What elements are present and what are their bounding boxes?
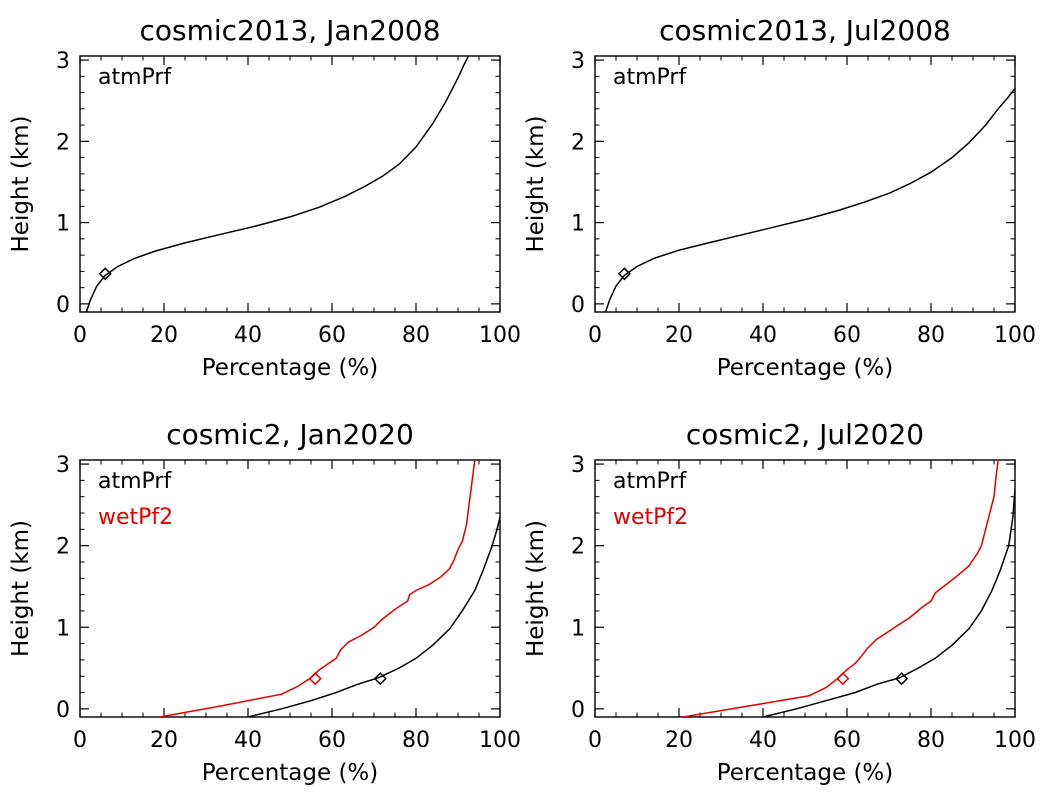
x-tick-label: 0 xyxy=(73,323,87,348)
series-line-atmPrf xyxy=(762,488,1015,717)
legend-atmPrf: atmPrf xyxy=(613,469,687,494)
y-tick-label: 1 xyxy=(56,212,70,237)
x-tick-label: 0 xyxy=(588,323,602,348)
plot-frame xyxy=(79,459,501,718)
x-axis-label: Percentage (%) xyxy=(717,355,894,381)
series-line-wetPf2 xyxy=(683,460,999,717)
legend-atmPrf: atmPrf xyxy=(613,65,687,90)
y-tick-label: 2 xyxy=(571,130,585,155)
series-line-wetPf2 xyxy=(159,460,476,717)
x-tick-label: 100 xyxy=(994,728,1036,753)
plot-frame xyxy=(79,55,501,313)
x-tick-label: 20 xyxy=(665,728,693,753)
legend-atmPrf: atmPrf xyxy=(98,469,172,494)
y-tick-label: 0 xyxy=(56,293,70,318)
x-axis-label: Percentage (%) xyxy=(202,760,379,786)
marker-wetPf2 xyxy=(308,672,322,686)
y-tick-label: 1 xyxy=(571,212,585,237)
chart-title: cosmic2013, Jan2008 xyxy=(139,14,440,47)
x-tick-label: 80 xyxy=(402,323,430,348)
x-tick-label: 60 xyxy=(318,728,346,753)
chart-panel-3: cosmic2, Jul2020 0 20 40 60 80 100 0 1 2 3 Percenta… xyxy=(523,418,1036,786)
chart-title: cosmic2, Jul2020 xyxy=(686,418,924,451)
x-tick-label: 100 xyxy=(479,728,521,753)
marker-atmPrf xyxy=(373,672,387,686)
y-tick-label: 2 xyxy=(571,535,585,560)
legend-wetPf2: wetPf2 xyxy=(98,505,173,530)
y-tick-label: 3 xyxy=(571,453,585,478)
marker-wetPf2 xyxy=(836,672,850,686)
y-axis-label: Height (km) xyxy=(523,520,549,657)
y-tick-label: 2 xyxy=(56,535,70,560)
x-tick-label: 100 xyxy=(994,323,1036,348)
chart-title: cosmic2, Jan2020 xyxy=(166,418,414,451)
series-line-atmPrf xyxy=(247,516,500,717)
x-tick-label: 60 xyxy=(833,323,861,348)
x-tick-label: 80 xyxy=(402,728,430,753)
legend-wetPf2: wetPf2 xyxy=(613,505,688,530)
y-tick-label: 0 xyxy=(571,293,585,318)
y-axis-label: Height (km) xyxy=(8,115,34,252)
y-tick-label: 2 xyxy=(56,130,70,155)
x-tick-label: 0 xyxy=(588,728,602,753)
y-axis-label: Height (km) xyxy=(523,115,549,252)
y-tick-label: 1 xyxy=(571,616,585,641)
series-line-atmPrf xyxy=(604,88,1015,312)
chart-title: cosmic2013, Jul2008 xyxy=(659,14,951,47)
x-tick-label: 80 xyxy=(917,728,945,753)
marker-atmPrf xyxy=(98,267,112,281)
x-tick-label: 40 xyxy=(234,728,262,753)
x-tick-label: 40 xyxy=(234,323,262,348)
x-tick-label: 40 xyxy=(749,323,777,348)
x-tick-label: 0 xyxy=(73,728,87,753)
chart-panel-1: cosmic2013, Jul2008 0 20 40 60 80 100 0 1 2 3 Perce… xyxy=(523,14,1036,381)
marker-atmPrf xyxy=(617,267,631,281)
chart-panel-0: cosmic2013, Jan2008 0 20 40 60 80 100 0 1 2 3 Perce… xyxy=(8,14,521,381)
marker-atmPrf xyxy=(895,672,909,686)
y-tick-label: 3 xyxy=(571,49,585,74)
chart-panel-2: cosmic2, Jan2020 0 20 40 60 80 100 0 1 2 3 Percenta… xyxy=(8,418,521,786)
x-tick-label: 20 xyxy=(150,728,178,753)
legend-atmPrf: atmPrf xyxy=(98,65,172,90)
y-axis-label: Height (km) xyxy=(8,520,34,657)
series-line-atmPrf xyxy=(85,56,470,312)
x-tick-label: 40 xyxy=(749,728,777,753)
y-tick-label: 3 xyxy=(56,49,70,74)
x-tick-label: 20 xyxy=(150,323,178,348)
x-tick-label: 20 xyxy=(665,323,693,348)
plot-frame xyxy=(594,459,1016,718)
plot-frame xyxy=(594,55,1016,313)
x-axis-label: Percentage (%) xyxy=(202,355,379,381)
x-tick-label: 80 xyxy=(917,323,945,348)
x-tick-label: 60 xyxy=(318,323,346,348)
x-axis-label: Percentage (%) xyxy=(717,760,894,786)
y-tick-label: 0 xyxy=(571,698,585,723)
y-tick-label: 1 xyxy=(56,616,70,641)
y-tick-label: 3 xyxy=(56,453,70,478)
x-tick-label: 60 xyxy=(833,728,861,753)
y-tick-label: 0 xyxy=(56,698,70,723)
x-tick-label: 100 xyxy=(479,323,521,348)
